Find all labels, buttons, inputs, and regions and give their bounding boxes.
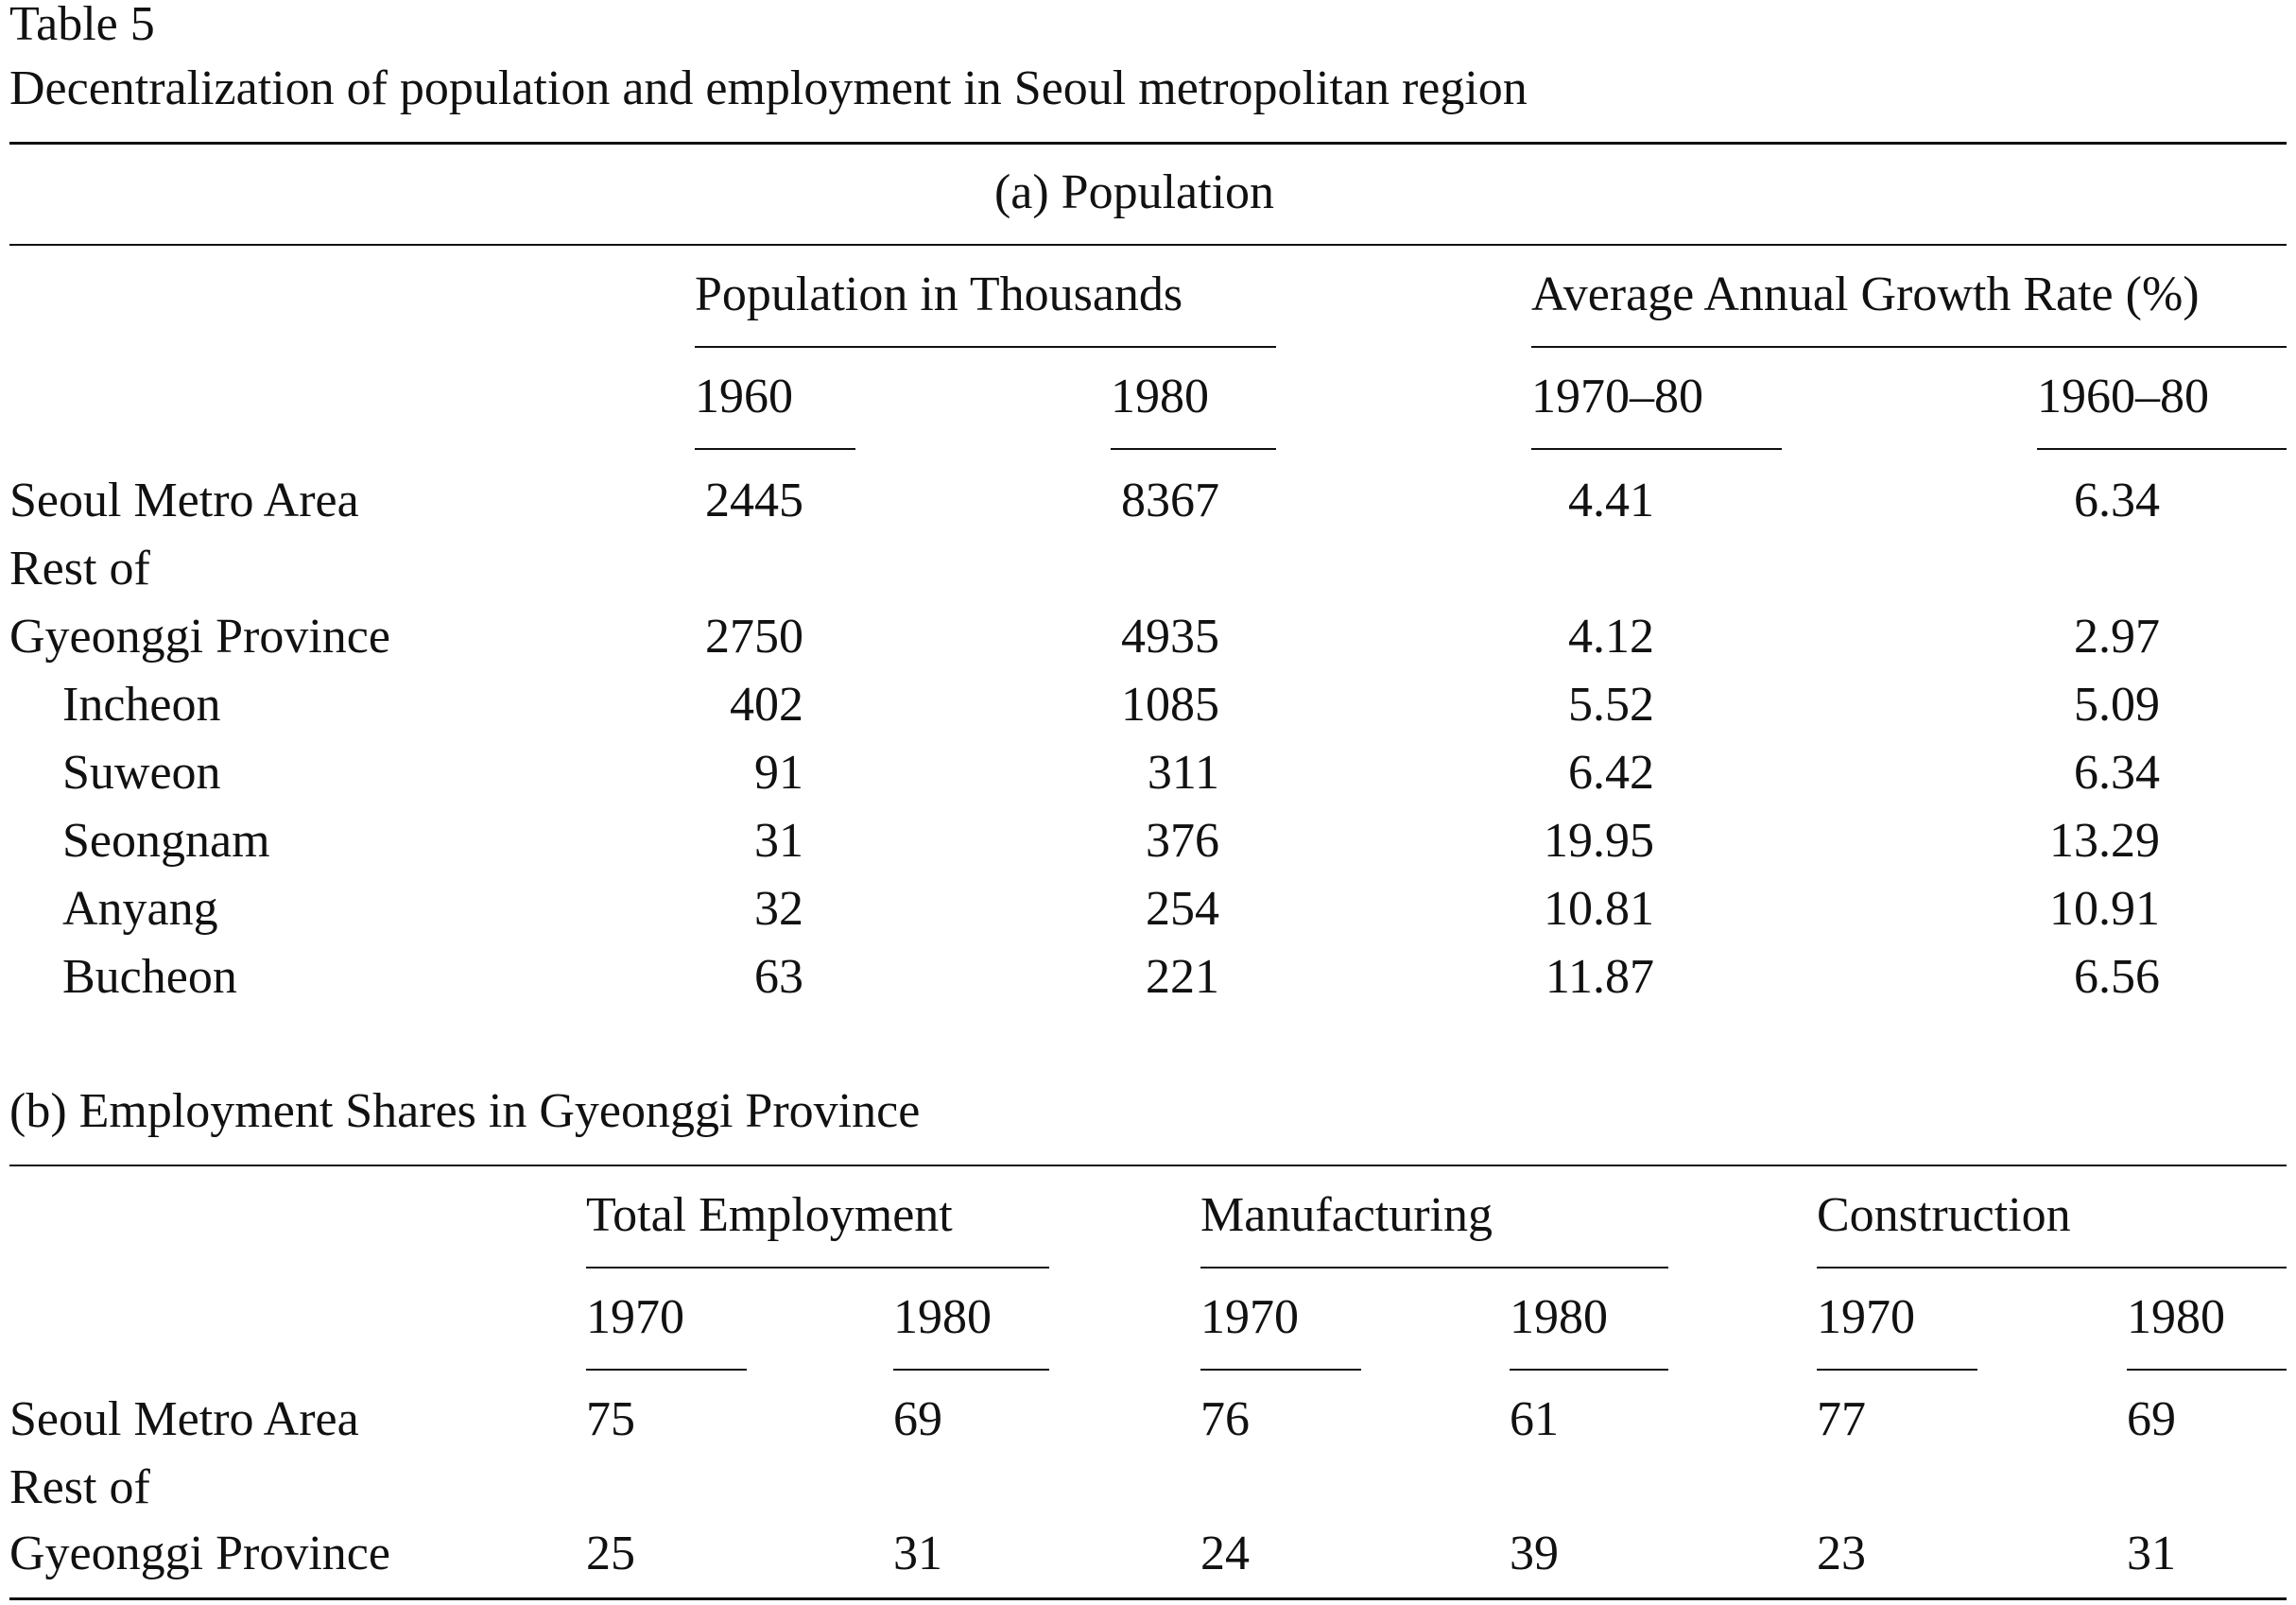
panel-b-group-rule-manufacturing bbox=[1200, 1267, 1668, 1268]
panel-a-col-1980: 1980 bbox=[1111, 370, 1209, 423]
cell-pop-1960: 402 bbox=[730, 678, 803, 732]
panel-b-col-rule bbox=[1200, 1369, 1361, 1371]
cell-pop-1980: 1085 bbox=[1121, 678, 1219, 732]
panel-b-col-rule bbox=[1817, 1369, 1977, 1371]
cell-pop-1960: 63 bbox=[754, 950, 803, 1004]
row-label: Gyeonggi Province bbox=[9, 1527, 390, 1580]
cell-manufacturing-1980: 39 bbox=[1510, 1527, 1559, 1580]
cell-pop-1960: 91 bbox=[754, 746, 803, 800]
panel-a-col-rule-1960-80 bbox=[2037, 448, 2287, 450]
cell-total-1980: 69 bbox=[893, 1392, 942, 1446]
panel-b-col-total-1980: 1980 bbox=[893, 1290, 992, 1344]
cell-pop-1980: 254 bbox=[1146, 882, 1219, 936]
panel-a-col-rule-1980 bbox=[1111, 448, 1276, 450]
panel-b-group-construction: Construction bbox=[1817, 1188, 2071, 1242]
cell-pop-1980: 376 bbox=[1146, 814, 1219, 868]
row-label: Gyeonggi Province bbox=[9, 610, 390, 664]
panel-a-title: (a) Population bbox=[993, 165, 1275, 219]
panel-b-group-manufacturing: Manufacturing bbox=[1200, 1188, 1493, 1242]
cell-pop-1960: 31 bbox=[754, 814, 803, 868]
panel-a-group-population: Population in Thousands bbox=[695, 268, 1183, 321]
panel-b-col-manufacturing-1980: 1980 bbox=[1510, 1290, 1608, 1344]
panel-a-col-rule-1960 bbox=[695, 448, 855, 450]
cell-growth-1960-80: 5.09 bbox=[2074, 678, 2160, 732]
panel-a-col-1970-80: 1970–80 bbox=[1531, 370, 1703, 423]
cell-construction-1980: 69 bbox=[2127, 1392, 2176, 1446]
cell-growth-1970-80: 11.87 bbox=[1545, 950, 1654, 1004]
cell-growth-1960-80: 2.97 bbox=[2074, 610, 2160, 664]
cell-growth-1970-80: 6.42 bbox=[1568, 746, 1654, 800]
row-label: Seongnam bbox=[62, 814, 270, 868]
cell-pop-1960: 2750 bbox=[705, 610, 803, 664]
row-label: Incheon bbox=[62, 678, 221, 732]
panel-a-group-rule-growth bbox=[1531, 346, 2287, 348]
cell-construction-1980: 31 bbox=[2127, 1527, 2176, 1580]
cell-manufacturing-1970: 76 bbox=[1200, 1392, 1250, 1446]
panel-b-col-rule bbox=[586, 1369, 747, 1371]
panel-b-col-rule bbox=[893, 1369, 1049, 1371]
row-label: Rest of bbox=[9, 1460, 150, 1514]
cell-construction-1970: 23 bbox=[1817, 1527, 1866, 1580]
cell-pop-1960: 2445 bbox=[705, 474, 803, 527]
cell-growth-1960-80: 10.91 bbox=[2049, 882, 2160, 936]
cell-manufacturing-1980: 61 bbox=[1510, 1392, 1559, 1446]
panel-a-group-growth: Average Annual Growth Rate (%) bbox=[1531, 268, 2200, 321]
cell-pop-1960: 32 bbox=[754, 882, 803, 936]
row-label: Seoul Metro Area bbox=[9, 474, 359, 527]
panel-a-title-rule bbox=[9, 244, 2287, 246]
cell-pop-1980: 8367 bbox=[1121, 474, 1219, 527]
panel-b-group-rule-total bbox=[586, 1267, 1049, 1268]
panel-b-title-rule bbox=[9, 1165, 2287, 1166]
row-label: Rest of bbox=[9, 542, 150, 595]
cell-pop-1980: 311 bbox=[1147, 746, 1219, 800]
cell-growth-1960-80: 6.34 bbox=[2074, 474, 2160, 527]
panel-a-col-rule-1970-80 bbox=[1531, 448, 1782, 450]
panel-a-group-rule-population bbox=[695, 346, 1276, 348]
panel-b-group-rule-construction bbox=[1817, 1267, 2287, 1268]
cell-growth-1960-80: 6.34 bbox=[2074, 746, 2160, 800]
cell-construction-1970: 77 bbox=[1817, 1392, 1866, 1446]
panel-b-group-total: Total Employment bbox=[586, 1188, 953, 1242]
row-label: Bucheon bbox=[62, 950, 237, 1004]
panel-b-col-total-1970: 1970 bbox=[586, 1290, 684, 1344]
panel-a-col-1960: 1960 bbox=[695, 370, 793, 423]
cell-total-1970: 75 bbox=[586, 1392, 635, 1446]
row-label: Suweon bbox=[62, 746, 221, 800]
table-label: Table 5 bbox=[9, 0, 155, 51]
cell-manufacturing-1970: 24 bbox=[1200, 1527, 1250, 1580]
cell-growth-1960-80: 6.56 bbox=[2074, 950, 2160, 1004]
panel-b-col-construction-1980: 1980 bbox=[2127, 1290, 2225, 1344]
bottom-rule bbox=[9, 1597, 2287, 1600]
cell-growth-1970-80: 4.41 bbox=[1568, 474, 1654, 527]
panel-b-col-construction-1970: 1970 bbox=[1817, 1290, 1915, 1344]
cell-growth-1970-80: 19.95 bbox=[1544, 814, 1654, 868]
cell-total-1980: 31 bbox=[893, 1527, 942, 1580]
panel-b-col-rule bbox=[1510, 1369, 1668, 1371]
cell-growth-1970-80: 5.52 bbox=[1568, 678, 1654, 732]
cell-pop-1980: 4935 bbox=[1121, 610, 1219, 664]
panel-b-title: (b) Employment Shares in Gyeonggi Provin… bbox=[9, 1084, 921, 1138]
panel-b-col-rule bbox=[2127, 1369, 2287, 1371]
row-label: Anyang bbox=[62, 882, 218, 936]
cell-pop-1980: 221 bbox=[1146, 950, 1219, 1004]
panel-a-col-1960-80: 1960–80 bbox=[2037, 370, 2209, 423]
cell-growth-1970-80: 4.12 bbox=[1568, 610, 1654, 664]
cell-total-1970: 25 bbox=[586, 1527, 635, 1580]
cell-growth-1960-80: 13.29 bbox=[2049, 814, 2160, 868]
table-caption: Decentralization of population and emplo… bbox=[9, 61, 1528, 115]
row-label: Seoul Metro Area bbox=[9, 1392, 359, 1446]
cell-growth-1970-80: 10.81 bbox=[1544, 882, 1654, 936]
panel-b-col-manufacturing-1970: 1970 bbox=[1200, 1290, 1299, 1344]
top-rule bbox=[9, 142, 2287, 145]
